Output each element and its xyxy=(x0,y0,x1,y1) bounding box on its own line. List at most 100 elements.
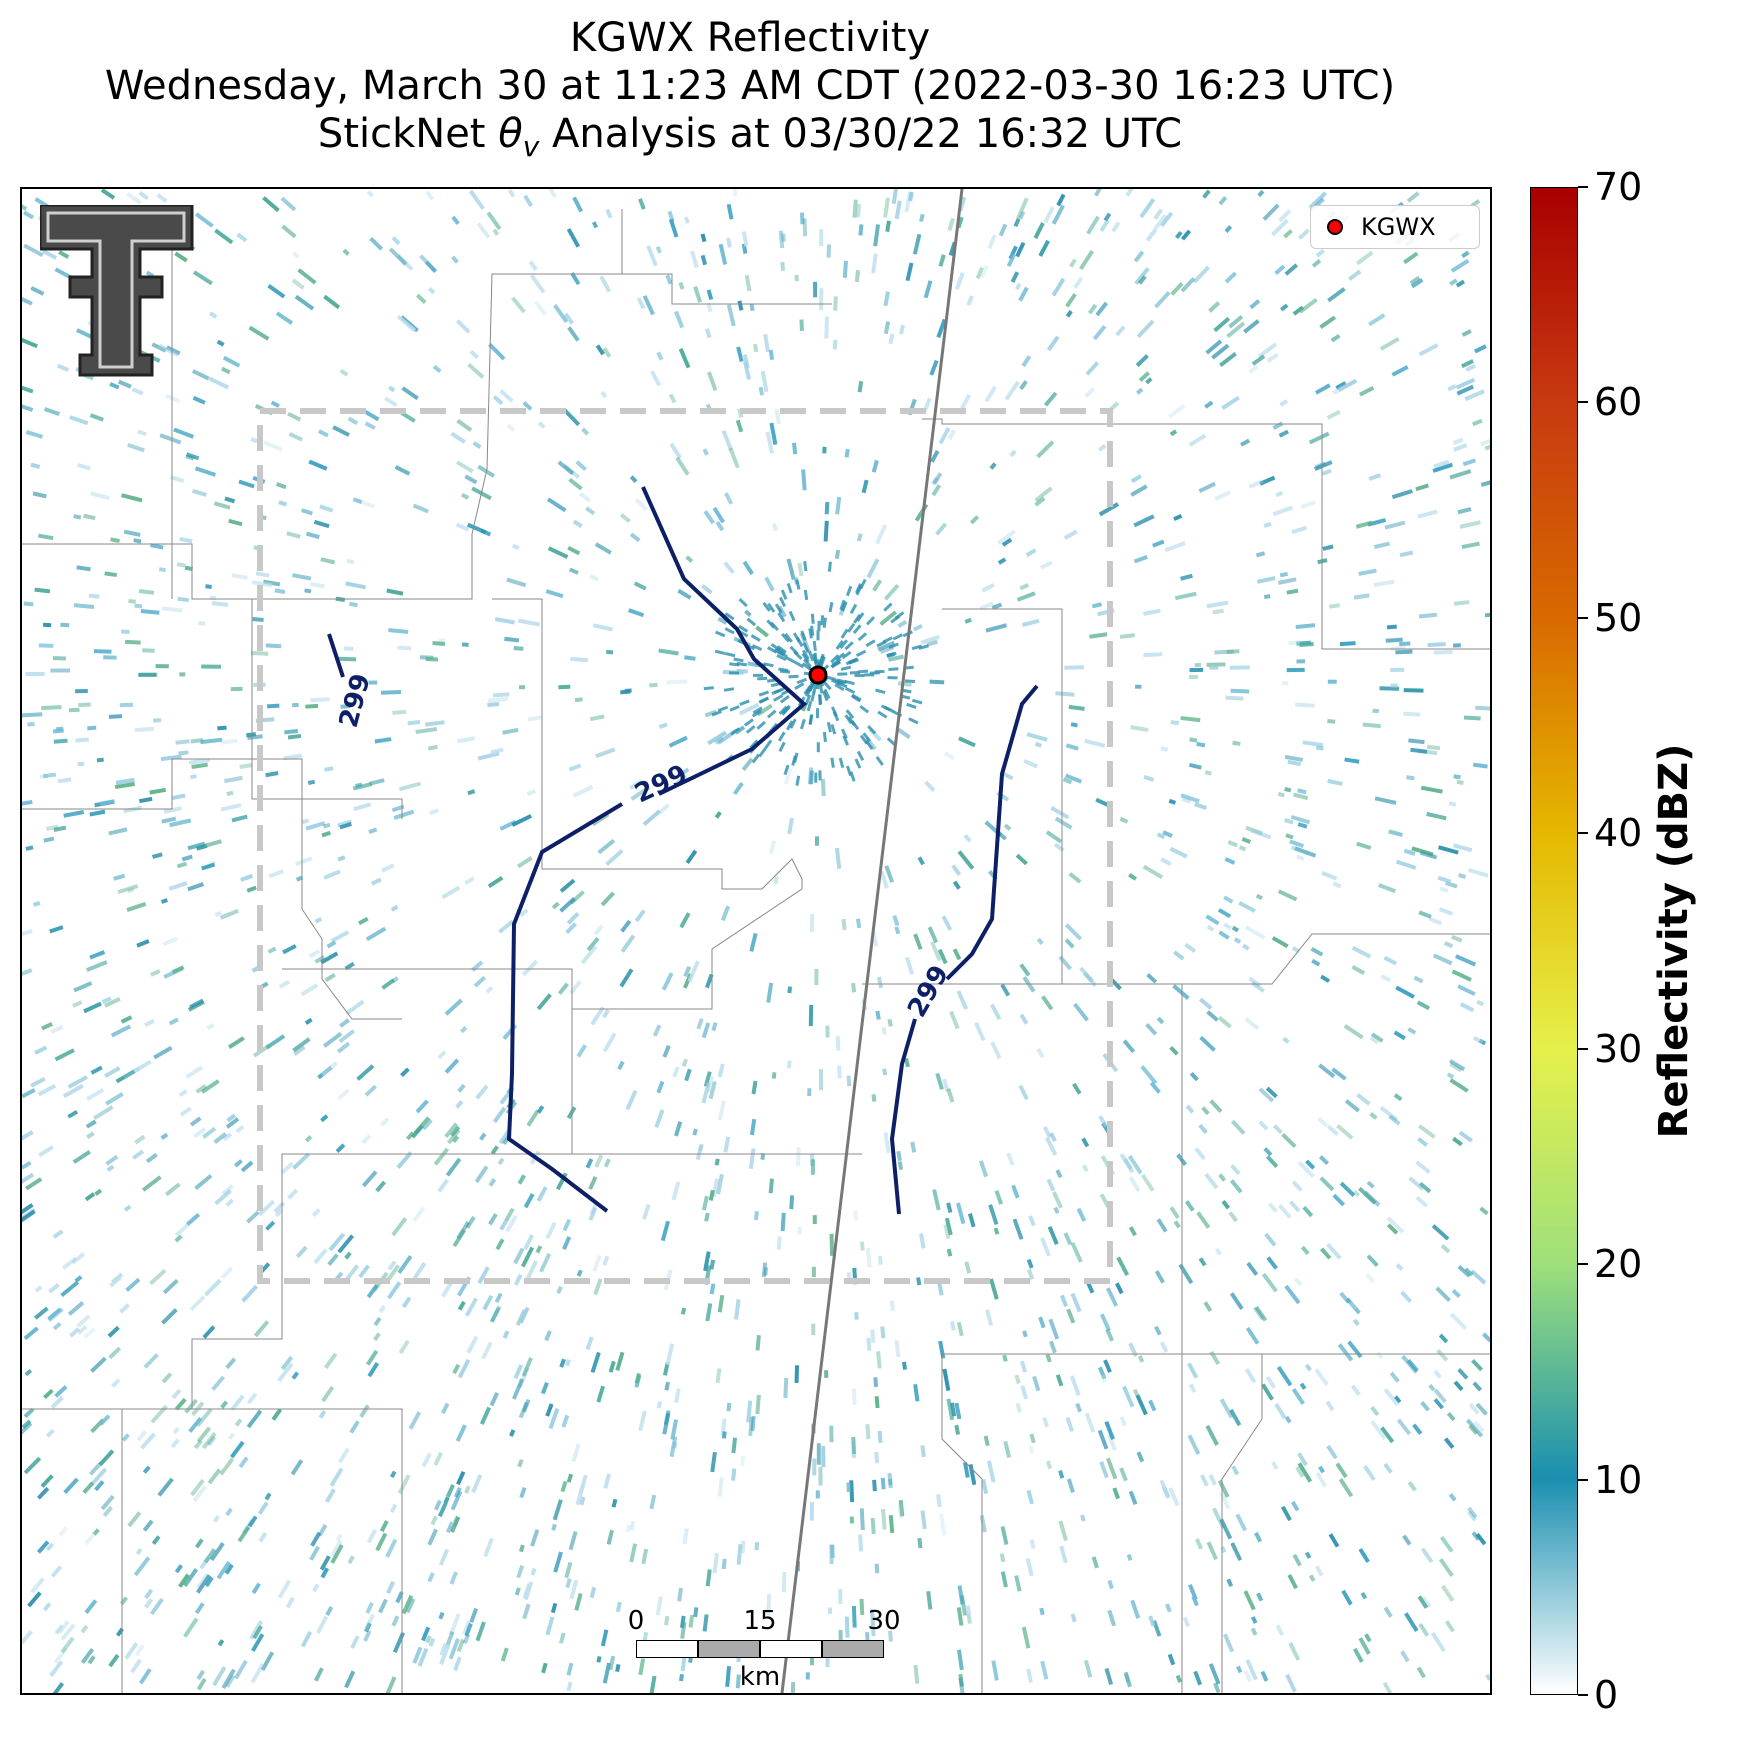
echo-streak xyxy=(585,1158,594,1169)
echo-streak xyxy=(917,1537,923,1549)
echo-streak xyxy=(1231,1465,1240,1476)
echo-streak xyxy=(1019,1360,1028,1373)
echo-streak xyxy=(111,1378,121,1388)
echo-streak xyxy=(381,978,395,990)
echo-streak xyxy=(625,1089,638,1111)
echo-streak xyxy=(1418,343,1439,357)
echo-streak xyxy=(576,1269,583,1277)
echo-streak xyxy=(22,401,34,412)
echo-streak xyxy=(551,901,560,910)
echo-streak xyxy=(1254,1306,1268,1322)
echo-streak xyxy=(171,793,186,801)
echo-streak xyxy=(337,1234,355,1254)
echo-streak xyxy=(42,772,57,779)
echo-streak xyxy=(240,1160,254,1173)
echo-streak xyxy=(592,623,613,632)
echo-streak xyxy=(149,1597,164,1616)
echo-streak xyxy=(1238,845,1247,852)
echo-streak xyxy=(735,419,744,433)
echo-streak xyxy=(1241,837,1252,844)
echo-streak xyxy=(760,370,769,393)
colorbar-tick xyxy=(1578,186,1588,188)
echo-streak xyxy=(200,1079,220,1094)
echo-streak xyxy=(349,1420,360,1434)
echo-streak xyxy=(1339,641,1356,647)
echo-streak xyxy=(944,1217,953,1236)
echo-streak xyxy=(1193,1670,1203,1686)
echo-streak xyxy=(391,976,399,984)
echo-streak xyxy=(1075,1402,1082,1413)
echo-streak xyxy=(499,389,514,403)
echo-streak xyxy=(946,1202,953,1214)
echo-streak xyxy=(1167,404,1186,419)
radar-site-marker[interactable] xyxy=(808,665,828,685)
echo-streak xyxy=(668,393,677,404)
echo-streak xyxy=(793,660,805,669)
echo-streak xyxy=(593,924,604,936)
echo-streak xyxy=(1045,1353,1052,1363)
echo-streak xyxy=(544,1330,552,1342)
echo-streak xyxy=(128,599,136,604)
echo-streak xyxy=(935,1493,942,1508)
echo-streak xyxy=(517,618,540,627)
echo-streak xyxy=(234,1659,248,1680)
echo-streak xyxy=(795,775,801,786)
echo-streak xyxy=(1015,282,1022,291)
echo-streak xyxy=(866,616,876,626)
radar-map[interactable]: 299 299 299 xyxy=(22,189,1490,1693)
echo-streak xyxy=(1457,1264,1471,1278)
echo-streak xyxy=(174,1564,184,1574)
echo-streak xyxy=(201,1431,217,1450)
echo-streak xyxy=(733,657,744,663)
echo-streak xyxy=(568,1531,578,1551)
echo-streak xyxy=(1136,319,1155,339)
echo-streak xyxy=(1182,1616,1191,1628)
echo-streak xyxy=(456,1470,466,1486)
echo-streak xyxy=(874,1396,880,1409)
echo-streak xyxy=(938,427,951,445)
echo-streak xyxy=(859,734,869,745)
echo-streak xyxy=(22,1208,36,1224)
echo-streak xyxy=(749,932,758,952)
echo-streak xyxy=(649,1494,657,1510)
echo-streak xyxy=(188,757,210,765)
echo-streak xyxy=(1305,1159,1316,1170)
echo-streak xyxy=(1407,1027,1417,1035)
echo-streak xyxy=(1128,1226,1137,1237)
map-panel[interactable]: 299 299 299 xyxy=(20,187,1492,1695)
echo-streak xyxy=(1172,950,1185,961)
echo-streak xyxy=(246,1392,258,1405)
echo-streak xyxy=(150,543,164,550)
echo-streak xyxy=(523,1234,535,1251)
echo-streak xyxy=(242,1519,254,1535)
echo-streak xyxy=(958,736,976,748)
legend-label: KGWX xyxy=(1361,213,1436,241)
echo-streak xyxy=(518,1401,529,1419)
echo-streak xyxy=(1271,1461,1279,1470)
echo-streak xyxy=(120,629,130,634)
echo-streak xyxy=(1206,924,1215,932)
echo-streak xyxy=(1218,1173,1227,1182)
echo-streak xyxy=(716,1173,724,1195)
echo-streak xyxy=(189,1116,202,1127)
echo-streak xyxy=(1458,873,1467,879)
echo-streak xyxy=(488,1213,498,1226)
echo-streak xyxy=(704,328,712,339)
echo-streak xyxy=(1344,1099,1360,1113)
echo-streak xyxy=(700,254,708,266)
echo-streak xyxy=(319,504,334,513)
echo-streak xyxy=(1370,1420,1387,1440)
echo-streak xyxy=(799,212,805,225)
echo-streak xyxy=(1257,342,1278,359)
echo-streak xyxy=(620,919,632,933)
echo-streak xyxy=(853,1210,858,1221)
echo-streak xyxy=(859,705,870,714)
echo-streak xyxy=(344,961,355,971)
echo-streak xyxy=(1248,479,1264,489)
echo-streak xyxy=(838,757,845,769)
echo-streak xyxy=(518,1544,525,1553)
echo-streak xyxy=(1133,250,1145,263)
echo-streak xyxy=(674,310,685,329)
echo-streak xyxy=(1165,1603,1172,1613)
echo-streak xyxy=(287,733,302,740)
